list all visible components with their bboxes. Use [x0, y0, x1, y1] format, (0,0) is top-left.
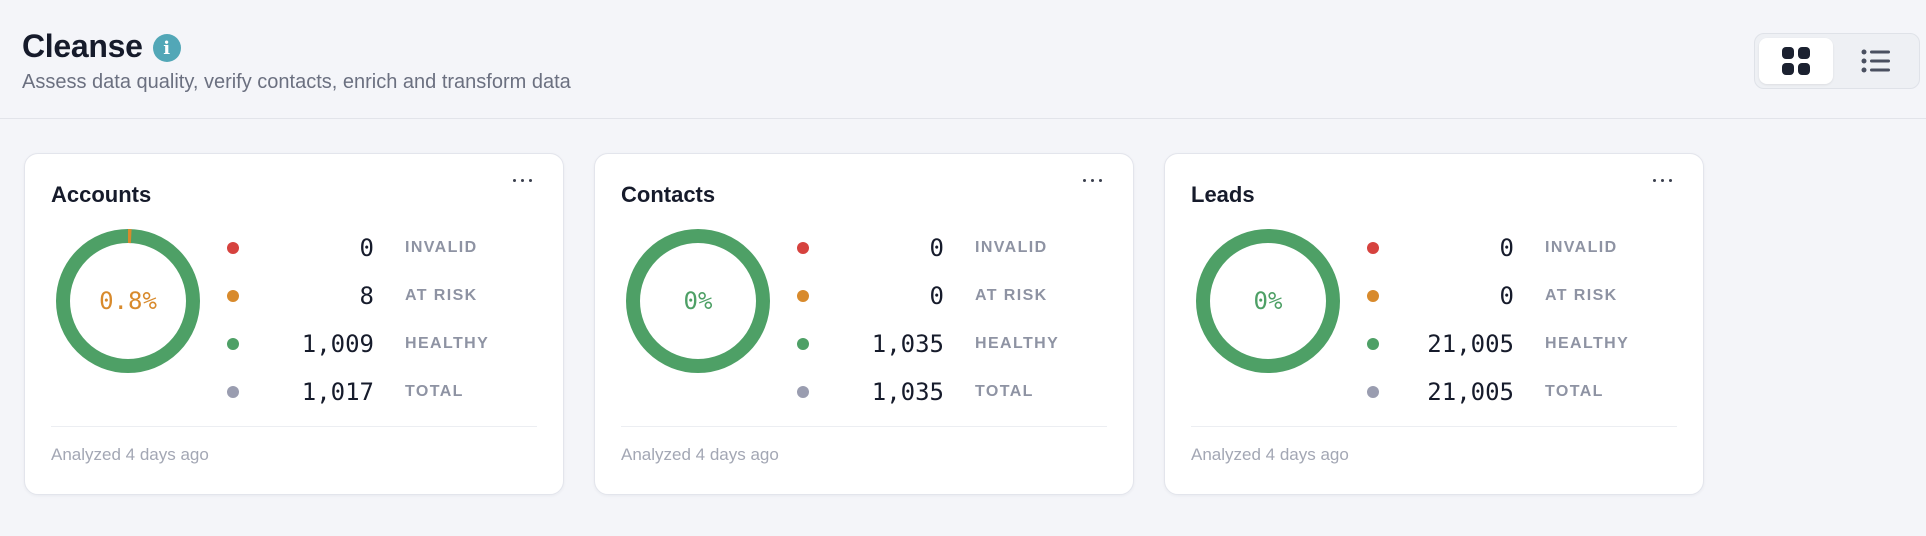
card-divider: [621, 426, 1107, 427]
stat-at-risk: 8 AT RISK: [227, 278, 527, 326]
stat-total: 1,017 TOTAL: [227, 374, 527, 422]
stats-list: 0 INVALID 0 AT RISK 1,035 HEALTHY 1,035 …: [797, 230, 1097, 422]
donut-track: [1196, 229, 1340, 373]
total-label: TOTAL: [1545, 383, 1604, 400]
view-toggle: [1754, 33, 1920, 89]
at-risk-count: 0: [1499, 282, 1514, 310]
invalid-label: INVALID: [405, 239, 478, 256]
healthy-label: HEALTHY: [405, 335, 490, 352]
donut-label: 0%: [1253, 287, 1283, 315]
card-grid: Accounts 0.8% 0 INVALID 8 AT RISK 1,009 …: [24, 153, 1704, 495]
grid-icon: [1782, 47, 1810, 75]
page-header: Cleanse i Assess data quality, verify co…: [0, 0, 1926, 119]
stat-invalid: 0 INVALID: [797, 230, 1097, 278]
healthy-dot: [797, 338, 809, 350]
total-dot: [227, 386, 239, 398]
at-risk-dot: [797, 290, 809, 302]
donut-chart: [626, 229, 770, 373]
title-row: Cleanse i: [22, 28, 1904, 65]
healthy-label: HEALTHY: [1545, 335, 1630, 352]
total-dot: [797, 386, 809, 398]
grid-view-button[interactable]: [1759, 38, 1833, 84]
at-risk-label: AT RISK: [975, 287, 1048, 304]
at-risk-count: 0: [929, 282, 944, 310]
more-options-button[interactable]: [1077, 168, 1107, 192]
invalid-label: INVALID: [1545, 239, 1618, 256]
stat-healthy: 1,035 HEALTHY: [797, 326, 1097, 374]
analyzed-timestamp: Analyzed 4 days ago: [621, 445, 779, 464]
analyzed-timestamp: Analyzed 4 days ago: [51, 445, 209, 464]
card-leads[interactable]: Leads 0% 0 INVALID 0 AT RISK 21,005 HEAL…: [1164, 153, 1704, 495]
analyzed-timestamp: Analyzed 4 days ago: [1191, 445, 1349, 464]
stat-invalid: 0 INVALID: [1367, 230, 1667, 278]
donut-risk-arc: [56, 229, 200, 373]
stat-total: 21,005 TOTAL: [1367, 374, 1667, 422]
invalid-count: 0: [359, 234, 374, 262]
more-options-button[interactable]: [1647, 168, 1677, 192]
page-title: Cleanse: [22, 28, 143, 64]
list-view-button[interactable]: [1839, 38, 1913, 84]
healthy-count: 1,009: [301, 330, 374, 358]
at-risk-dot: [227, 290, 239, 302]
card-divider: [1191, 426, 1677, 427]
healthy-count: 1,035: [871, 330, 944, 358]
at-risk-dot: [1367, 290, 1379, 302]
card-title: Contacts: [621, 182, 716, 207]
total-label: TOTAL: [405, 383, 464, 400]
stat-at-risk: 0 AT RISK: [797, 278, 1097, 326]
card-divider: [51, 426, 537, 427]
card-title: Accounts: [51, 182, 152, 207]
at-risk-count: 8: [359, 282, 374, 310]
donut-label: 0%: [683, 287, 713, 315]
donut-chart: [1196, 229, 1340, 373]
invalid-count: 0: [929, 234, 944, 262]
stat-healthy: 21,005 HEALTHY: [1367, 326, 1667, 374]
invalid-label: INVALID: [975, 239, 1048, 256]
donut-chart: [56, 229, 200, 373]
more-options-button[interactable]: [507, 168, 537, 192]
healthy-count: 21,005: [1427, 330, 1514, 358]
stats-list: 0 INVALID 8 AT RISK 1,009 HEALTHY 1,017 …: [227, 230, 527, 422]
healthy-dot: [1367, 338, 1379, 350]
at-risk-label: AT RISK: [1545, 287, 1618, 304]
total-label: TOTAL: [975, 383, 1034, 400]
stat-invalid: 0 INVALID: [227, 230, 527, 278]
card-contacts[interactable]: Contacts 0% 0 INVALID 0 AT RISK 1,035 HE…: [594, 153, 1134, 495]
donut-label: 0.8%: [99, 287, 157, 315]
stats-list: 0 INVALID 0 AT RISK 21,005 HEALTHY 21,00…: [1367, 230, 1667, 422]
at-risk-label: AT RISK: [405, 287, 478, 304]
card-title: Leads: [1191, 182, 1255, 207]
invalid-dot: [1367, 242, 1379, 254]
donut-track: [626, 229, 770, 373]
invalid-count: 0: [1499, 234, 1514, 262]
list-icon: [1861, 49, 1890, 73]
stat-healthy: 1,009 HEALTHY: [227, 326, 527, 374]
healthy-label: HEALTHY: [975, 335, 1060, 352]
healthy-dot: [227, 338, 239, 350]
invalid-dot: [227, 242, 239, 254]
card-accounts[interactable]: Accounts 0.8% 0 INVALID 8 AT RISK 1,009 …: [24, 153, 564, 495]
stat-at-risk: 0 AT RISK: [1367, 278, 1667, 326]
total-count: 21,005: [1427, 378, 1514, 406]
invalid-dot: [797, 242, 809, 254]
total-count: 1,017: [301, 378, 374, 406]
stat-total: 1,035 TOTAL: [797, 374, 1097, 422]
total-count: 1,035: [871, 378, 944, 406]
info-icon[interactable]: i: [152, 34, 181, 62]
page-subtitle: Assess data quality, verify contacts, en…: [22, 71, 571, 93]
total-dot: [1367, 386, 1379, 398]
